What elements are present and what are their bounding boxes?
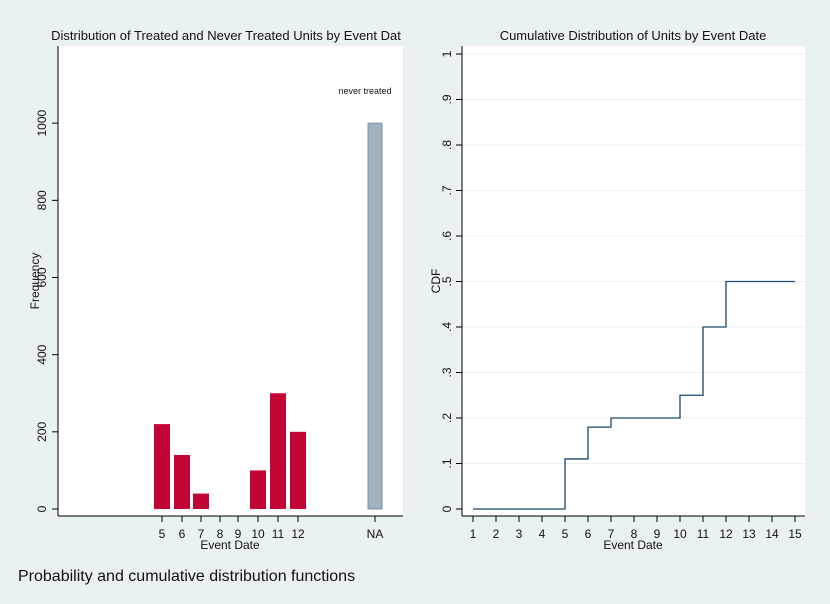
- left-y-ticks: 0 200 400 600 800 1000: [35, 109, 58, 512]
- right-x-tick-label: 13: [742, 527, 756, 541]
- right-x-axis-label: Event Date: [603, 538, 663, 552]
- left-x-tick-label: 5: [159, 527, 166, 541]
- left-y-tick-label: 800: [35, 190, 49, 210]
- right-x-tick-label: 12: [719, 527, 733, 541]
- left-x-ticks: 5 6 7 8 9 10 11 12 NA: [159, 516, 384, 541]
- right-x-tick-label: 2: [493, 527, 500, 541]
- right-y-tick-label: .7: [440, 185, 454, 195]
- left-y-tick-label: 1000: [35, 109, 49, 136]
- treated-bar: [193, 493, 209, 509]
- left-x-tick-label: 11: [272, 527, 285, 541]
- never-treated-annotation: never treated: [338, 86, 391, 96]
- left-x-tick-label: 9: [235, 527, 242, 541]
- treated-bar: [154, 424, 170, 509]
- right-y-tick-label: .6: [440, 231, 454, 241]
- right-x-tick-label: 15: [788, 527, 802, 541]
- never-treated-bar: [367, 122, 383, 510]
- right-y-tick-label: 0: [440, 505, 454, 512]
- right-y-tick-label: .9: [440, 94, 454, 104]
- left-y-tick-label: 0: [35, 505, 49, 512]
- right-x-tick-label: 11: [697, 527, 710, 541]
- cdf-step-line: [473, 280, 795, 510]
- right-panel: Cumulative Distribution of Units by Even…: [429, 28, 805, 552]
- treated-bar: [290, 431, 306, 509]
- right-x-tick-label: 1: [470, 527, 477, 541]
- right-x-tick-label: 4: [539, 527, 546, 541]
- left-x-tick-label: 10: [251, 527, 265, 541]
- treated-bar: [270, 393, 286, 509]
- figure-caption: Probability and cumulative distribution …: [18, 568, 356, 585]
- right-x-tick-label: 5: [562, 527, 569, 541]
- right-chart-title: Cumulative Distribution of Units by Even…: [500, 28, 767, 43]
- left-bars: [154, 122, 383, 510]
- treated-bar: [250, 470, 266, 509]
- left-x-tick-label: 12: [291, 527, 305, 541]
- right-y-axis-label: CDF: [429, 269, 443, 294]
- left-plot-area: [58, 46, 403, 516]
- right-x-tick-label: 8: [631, 527, 638, 541]
- left-y-axis-label: Frequency: [28, 253, 42, 310]
- right-y-tick-label: .8: [440, 140, 454, 150]
- right-x-tick-label: 10: [673, 527, 687, 541]
- right-x-ticks: 1 2 3 4 5 6 7 8 9 10 11 12 13 14 15: [470, 516, 802, 541]
- right-y-ticks: 0 .1 .2 .3 .4 .5 .6 .7 .8 .9 1: [440, 50, 462, 512]
- right-y-tick-label: .4: [440, 322, 454, 332]
- left-x-tick-label: 7: [198, 527, 205, 541]
- left-x-axis-label: Event Date: [200, 538, 260, 552]
- left-chart-title: Distribution of Treated and Never Treate…: [51, 28, 401, 43]
- right-x-tick-label: 14: [765, 527, 779, 541]
- left-y-tick-label: 600: [35, 267, 49, 287]
- left-y-tick-label: 400: [35, 344, 49, 364]
- right-y-tick-label: .1: [440, 458, 454, 468]
- right-y-tick-label: .2: [440, 413, 454, 423]
- left-x-tick-label: 6: [179, 527, 186, 541]
- right-x-tick-label: 7: [608, 527, 615, 541]
- right-x-tick-label: 9: [654, 527, 661, 541]
- right-y-tick-label: .3: [440, 367, 454, 377]
- right-y-tick-label: .5: [440, 276, 454, 286]
- right-x-tick-label: 6: [585, 527, 592, 541]
- treated-bar: [174, 454, 190, 509]
- left-y-tick-label: 200: [35, 422, 49, 442]
- right-x-tick-label: 3: [516, 527, 523, 541]
- left-x-tick-label: NA: [367, 527, 384, 541]
- left-x-tick-label: 8: [217, 527, 224, 541]
- right-y-tick-label: 1: [440, 50, 454, 57]
- left-panel: Distribution of Treated and Never Treate…: [28, 28, 403, 552]
